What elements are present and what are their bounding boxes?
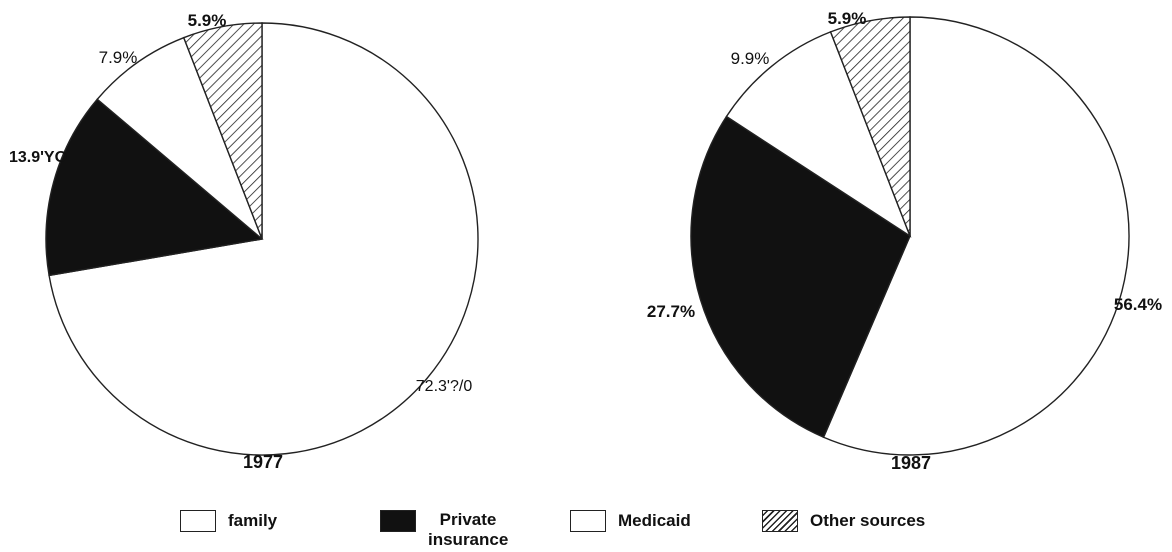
- legend-swatch-private-insurance: [380, 510, 416, 532]
- pie-charts: 5.9% 7.9% 13.9'YO 72.3'?/0 1977 5.9% 9.9…: [9, 9, 1162, 473]
- pie-1987-label-private: 27.7%: [647, 302, 695, 321]
- legend-label-medicaid: Medicaid: [618, 511, 691, 530]
- pie-1987-slice-other-sources: [829, 16, 911, 237]
- legend-item-other-sources: Other sources: [762, 510, 925, 532]
- pie-1987: [690, 16, 1130, 456]
- pie-1977-slice-other-sources: [182, 22, 263, 240]
- pie-1977-label-medicaid: 7.9%: [99, 48, 138, 67]
- pie-1987-label-other: 5.9%: [828, 9, 867, 28]
- legend-label-family: family: [228, 511, 278, 530]
- pie-1977-title: 1977: [243, 452, 283, 472]
- pie-1977-label-private: 13.9'YO: [9, 149, 67, 166]
- legend: family Private insurance Medicaid Other …: [0, 510, 1172, 552]
- pie-1987-label-medicaid: 9.9%: [731, 49, 770, 68]
- legend-label-other-sources: Other sources: [810, 511, 926, 530]
- legend-swatch-family: [180, 510, 216, 532]
- legend-swatch-medicaid: [570, 510, 606, 532]
- legend-item-medicaid: Medicaid: [570, 510, 691, 532]
- legend-item-family: family: [180, 510, 277, 532]
- pie-1977-label-family: 72.3'?/0: [416, 378, 473, 395]
- pie-1987-label-family: 56.4%: [1114, 295, 1162, 314]
- legend-swatch-other-sources: [762, 510, 798, 532]
- pie-1987-slice-medicaid: [725, 31, 912, 238]
- pie-1977-slice-private-insurance: [45, 98, 264, 277]
- legend-item-private-insurance: Private insurance: [380, 510, 508, 550]
- pie-1987-slice-family: [822, 16, 1130, 456]
- pie-1977-label-other: 5.9%: [188, 11, 227, 30]
- legend-label-private-insurance: Private insurance: [428, 510, 509, 549]
- pie-1987-title: 1987: [891, 453, 931, 473]
- pie-1977: [45, 22, 479, 456]
- pie-1977-slice-family: [48, 22, 479, 456]
- pie-1987-slice-private-insurance: [690, 115, 911, 439]
- pie-1977-slice-medicaid: [96, 36, 263, 240]
